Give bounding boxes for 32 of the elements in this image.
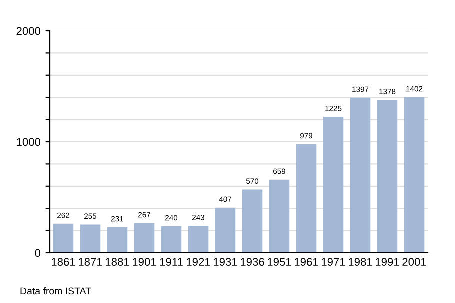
bar	[215, 208, 236, 253]
bar	[161, 226, 182, 253]
x-tick-label: 1931	[214, 258, 238, 266]
bar	[404, 97, 425, 253]
x-tick-label: 1881	[106, 258, 130, 266]
y-tick-label: 2000	[16, 27, 41, 36]
bar	[323, 117, 344, 253]
bar	[377, 100, 398, 253]
x-tick-label: 1936	[240, 258, 264, 266]
x-tick-label: 1991	[376, 258, 400, 266]
bar	[188, 226, 209, 253]
y-tick-label: 1000	[17, 138, 41, 146]
x-tick-label: 1901	[132, 258, 156, 266]
bar	[80, 224, 101, 253]
x-tick-label: 1911	[160, 258, 183, 266]
y-tick-label: 0	[35, 249, 41, 258]
bar	[296, 144, 317, 253]
bar	[269, 180, 290, 253]
x-tick-label: 1921	[186, 258, 210, 266]
x-tick-label: 1861	[52, 258, 76, 266]
text: Data from ISTAT	[20, 287, 92, 295]
bar	[134, 223, 155, 253]
x-tick-label: 2001	[402, 258, 426, 266]
x-tick-label: 1951	[268, 258, 292, 266]
bar	[350, 98, 371, 253]
x-tick-label: 1961	[294, 258, 318, 266]
bar	[53, 224, 74, 253]
bar	[107, 227, 128, 253]
bar	[242, 190, 263, 253]
x-tick-label: 1971	[322, 258, 346, 266]
x-tick-label: 1981	[348, 258, 372, 266]
x-tick-label: 1871	[78, 258, 102, 266]
